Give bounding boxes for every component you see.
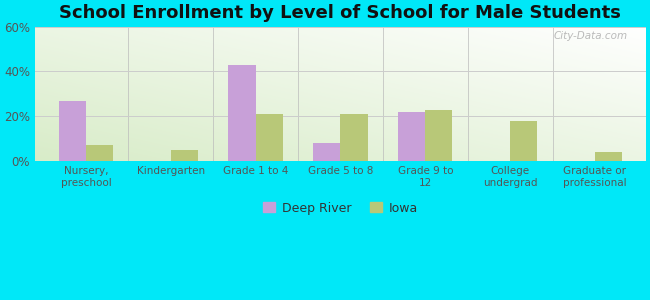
Text: City-Data.com: City-Data.com	[553, 31, 627, 40]
Bar	[228, 65, 255, 161]
Bar	[510, 121, 538, 161]
Bar	[341, 114, 368, 161]
Bar	[171, 150, 198, 161]
Bar	[58, 100, 86, 161]
Bar	[398, 112, 425, 161]
Legend: Deep River, Iowa: Deep River, Iowa	[258, 196, 423, 220]
Bar	[595, 152, 622, 161]
Bar	[255, 114, 283, 161]
Bar	[86, 146, 113, 161]
Bar	[313, 143, 341, 161]
Title: School Enrollment by Level of School for Male Students: School Enrollment by Level of School for…	[60, 4, 621, 22]
Bar	[425, 110, 452, 161]
